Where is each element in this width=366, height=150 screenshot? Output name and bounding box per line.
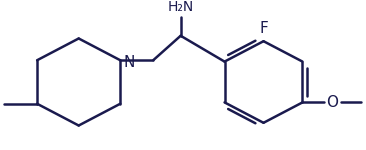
Text: H₂N: H₂N	[168, 0, 194, 14]
Text: O: O	[326, 95, 338, 110]
Text: N: N	[123, 56, 135, 70]
Text: F: F	[259, 21, 268, 36]
